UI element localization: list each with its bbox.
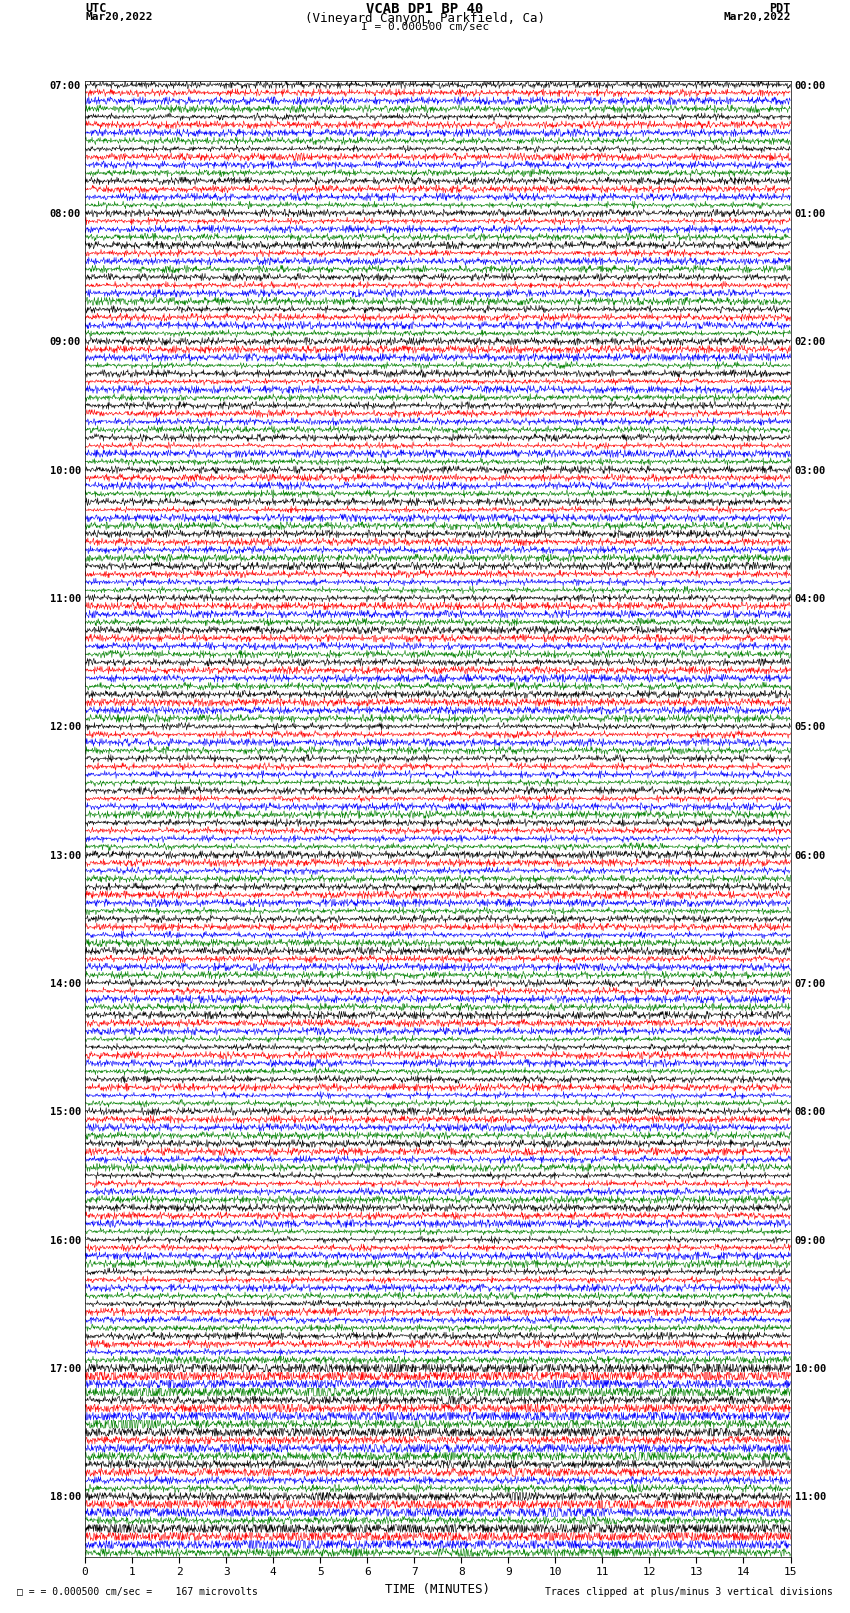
Text: PDT: PDT bbox=[769, 3, 790, 16]
X-axis label: TIME (MINUTES): TIME (MINUTES) bbox=[385, 1582, 490, 1595]
Text: VCAB DP1 BP 40: VCAB DP1 BP 40 bbox=[366, 3, 484, 16]
Text: □ = = 0.000500 cm/sec =    167 microvolts: □ = = 0.000500 cm/sec = 167 microvolts bbox=[17, 1587, 258, 1597]
Text: I = 0.000500 cm/sec: I = 0.000500 cm/sec bbox=[361, 23, 489, 32]
Text: Mar20,2022: Mar20,2022 bbox=[723, 11, 791, 23]
Text: UTC: UTC bbox=[85, 3, 106, 16]
Text: Mar20,2022: Mar20,2022 bbox=[85, 11, 152, 23]
Text: (Vineyard Canyon, Parkfield, Ca): (Vineyard Canyon, Parkfield, Ca) bbox=[305, 11, 545, 26]
Text: Traces clipped at plus/minus 3 vertical divisions: Traces clipped at plus/minus 3 vertical … bbox=[545, 1587, 833, 1597]
